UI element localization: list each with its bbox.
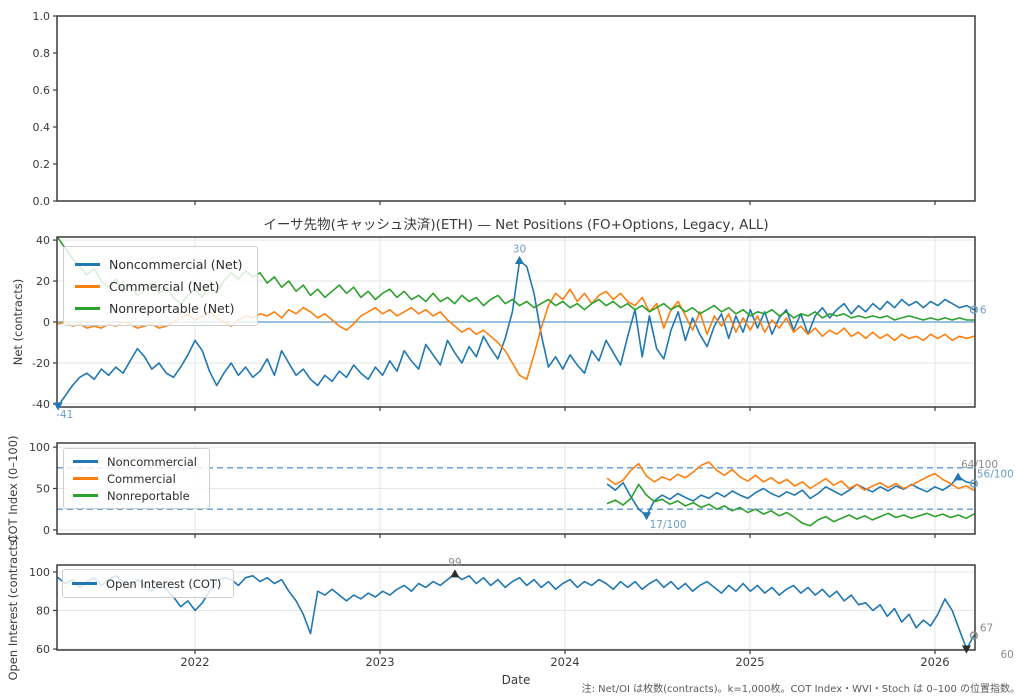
y-tick-label: 60 <box>36 643 50 656</box>
point-marker-circle <box>969 305 978 314</box>
y-tick-label: -20 <box>32 357 50 370</box>
y-tick-label: 0.8 <box>33 47 51 60</box>
legend-item-commercial-net: Commercial (Net) <box>75 275 243 297</box>
y-tick-label: 1.0 <box>33 10 51 23</box>
x-tick-label-2023: 2023 <box>365 655 394 669</box>
annotation-64/100: 64/100 <box>961 459 998 471</box>
line-swatch-nonreportable <box>75 306 100 310</box>
legend-item-noncommercial-net: Noncommercial (Net) <box>75 253 243 275</box>
legend-cot-index: Noncommercial Commercial Nonreportable <box>63 448 211 509</box>
y-tick-label: 80 <box>36 604 50 617</box>
line-swatch-noncommercial <box>75 262 100 266</box>
annotation--41: -41 <box>56 409 73 421</box>
legend-label: Open Interest (COT) <box>106 576 222 591</box>
legend-item-open-interest: Open Interest (COT) <box>72 574 221 593</box>
x-tick-label-2022: 2022 <box>180 655 209 669</box>
annotation-30: 30 <box>513 244 526 256</box>
chart-title: イーサ先物(キャッシュ決済)(ETH) — Net Positions (FO+… <box>263 217 769 233</box>
annotation-56/100: 56/100 <box>977 469 1014 481</box>
annotation-99: 99 <box>448 557 461 569</box>
line-swatch-commercial <box>75 284 100 288</box>
legend-net-positions: Noncommercial (Net) Commercial (Net) Non… <box>63 246 258 326</box>
point-marker-triangle-down <box>642 512 652 521</box>
y-tick-label: 0.0 <box>33 195 51 208</box>
y-tick-label: 20 <box>36 275 50 288</box>
y-tick-label: 0 <box>43 316 50 329</box>
y-tick-label: 50 <box>36 483 50 496</box>
xlabel-date: Date <box>501 673 531 687</box>
panel-empty: 1.0 0.8 0.6 0.4 0.2 0.0 <box>33 10 976 208</box>
legend-label: Commercial (Net) <box>109 278 220 294</box>
point-marker-triangle-up <box>514 256 524 265</box>
legend-label: Commercial <box>107 471 176 486</box>
point-marker-triangle-up <box>450 569 460 578</box>
annotation-67: 67 <box>980 623 993 635</box>
annotation-6: 6 <box>980 305 987 317</box>
y-tick-label: 0.6 <box>33 84 51 97</box>
series-line-commercial-cot <box>606 461 975 492</box>
y-tick-label: 0.4 <box>33 121 51 134</box>
point-marker-circle <box>969 631 978 640</box>
line-swatch-noncommercial <box>73 460 98 463</box>
legend-item-commercial: Commercial <box>73 470 197 487</box>
legend-open-interest: Open Interest (COT) <box>62 569 235 598</box>
annotation-17/100: 17/100 <box>650 519 687 531</box>
ylabel-open-interest: Open Interest (contracts) <box>6 535 20 681</box>
axes-spines-empty <box>56 15 976 202</box>
line-swatch-open-interest <box>72 582 97 585</box>
series-line-nonreportable-cot <box>606 483 975 527</box>
line-swatch-nonreportable <box>73 494 98 497</box>
point-marker-triangle-down <box>961 645 971 654</box>
point-marker-triangle-up <box>953 472 963 481</box>
ylabel-net: Net (contracts) <box>11 278 25 366</box>
x-tick-label-2024: 2024 <box>550 655 579 669</box>
x-tick-label-2025: 2025 <box>735 655 764 669</box>
legend-label: Nonreportable (Net) <box>109 300 235 316</box>
line-swatch-commercial <box>73 477 98 480</box>
legend-label: Noncommercial (Net) <box>109 256 243 272</box>
series-line-noncommercial-net <box>57 259 975 407</box>
point-marker-circle <box>969 479 978 488</box>
annotation-60: 60 <box>1000 649 1013 661</box>
y-tick-label: 40 <box>36 234 50 247</box>
y-tick-label: -40 <box>32 398 50 411</box>
legend-item-nonreportable: Nonreportable <box>73 487 197 504</box>
axes-spines-oi <box>56 564 976 651</box>
y-tick-label: 100 <box>29 441 50 454</box>
x-tick-label-2026: 2026 <box>920 655 949 669</box>
ylabel-cot-index: COT Index (0–100) <box>6 435 20 543</box>
legend-item-noncommercial: Noncommercial <box>73 453 197 470</box>
legend-item-nonreportable-net: Nonreportable (Net) <box>75 297 243 319</box>
legend-label: Noncommercial <box>107 454 198 469</box>
point-marker-triangle-down <box>53 402 63 411</box>
y-tick-label: 0 <box>43 524 50 537</box>
legend-label: Nonreportable <box>107 488 190 503</box>
footnote: 注: Net/OI は枚数(contracts)。k=1,000枚。COT In… <box>581 684 1020 695</box>
y-tick-label: 100 <box>29 566 50 579</box>
x-axis-year-labels: 2022 2023 2024 2025 2026 <box>180 655 949 669</box>
y-tick-label: 0.2 <box>33 158 51 171</box>
